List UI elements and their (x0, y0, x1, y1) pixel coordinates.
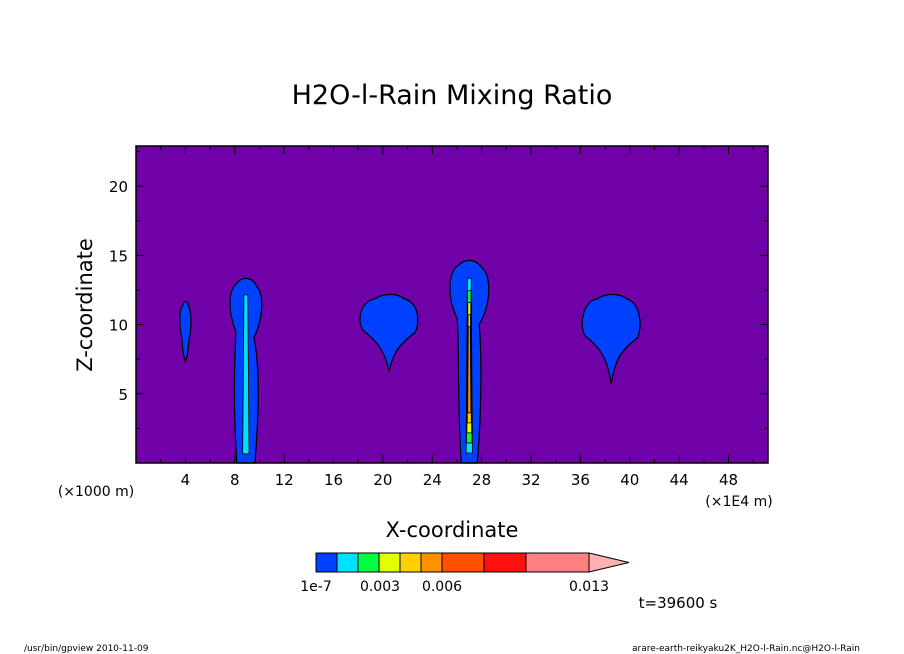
x-unit-right: (×1E4 m) (705, 494, 772, 510)
colorbar-segment (441, 552, 485, 573)
rain-cell-core (467, 326, 472, 414)
x-tick-label: 8 (230, 471, 240, 489)
rain-cell (581, 293, 641, 385)
colorbar (315, 552, 630, 573)
footer-left: /usr/bin/gpview 2010-11-09 (24, 644, 149, 654)
colorbar-segment (420, 552, 443, 573)
colorbar-label: 1e-7 (300, 579, 331, 595)
colorbar-labels: 1e-7 0.003 0.006 0.013 (300, 579, 609, 595)
x-unit-left: (×1000 m) (58, 484, 134, 500)
y-tick-label: 20 (109, 178, 128, 196)
colorbar-segment (399, 552, 422, 573)
x-tick-label: 48 (719, 471, 738, 489)
x-tick-label: 4 (181, 471, 191, 489)
colorbar-arrow (588, 552, 630, 573)
rain-cell-core (242, 294, 250, 455)
x-tick-label: 28 (472, 471, 491, 489)
colorbar-label: 0.006 (422, 579, 462, 595)
footer-right: arare-earth-reikyaku2K_H2O-l-Rain.nc@H2O… (632, 644, 860, 654)
colorbar-label: 0.013 (569, 579, 609, 595)
colorbar-segment (357, 552, 380, 573)
colorbar-segment (378, 552, 401, 573)
rain-cell (359, 293, 419, 372)
y-axis-ticks: 5 10 15 20 (109, 151, 768, 429)
chart-title: H2O-l-Rain Mixing Ratio (292, 80, 613, 111)
colorbar-segment (315, 552, 338, 573)
x-axis-title: X-coordinate (386, 518, 519, 542)
x-tick-label: 16 (324, 471, 343, 489)
y-tick-label: 15 (109, 247, 128, 265)
x-axis-ticks: 4 8 12 16 20 24 28 32 36 40 44 48 (160, 146, 754, 489)
x-tick-label: 36 (571, 471, 590, 489)
x-tick-label: 40 (620, 471, 639, 489)
x-tick-label: 20 (373, 471, 392, 489)
colorbar-segment (525, 552, 590, 573)
time-label: t=39600 s (639, 594, 718, 612)
y-axis-title: Z-coordinate (73, 238, 97, 372)
x-tick-label: 24 (423, 471, 442, 489)
x-tick-label: 12 (275, 471, 294, 489)
colorbar-segment (483, 552, 527, 573)
x-tick-label: 44 (670, 471, 689, 489)
y-tick-label: 5 (118, 386, 128, 404)
rain-cells-layer (179, 259, 641, 464)
rain-cell (179, 300, 192, 364)
colorbar-label: 0.003 (360, 579, 400, 595)
x-tick-label: 32 (521, 471, 540, 489)
y-tick-label: 10 (109, 317, 128, 335)
plot-frame (135, 145, 769, 464)
colorbar-segment (336, 552, 359, 573)
